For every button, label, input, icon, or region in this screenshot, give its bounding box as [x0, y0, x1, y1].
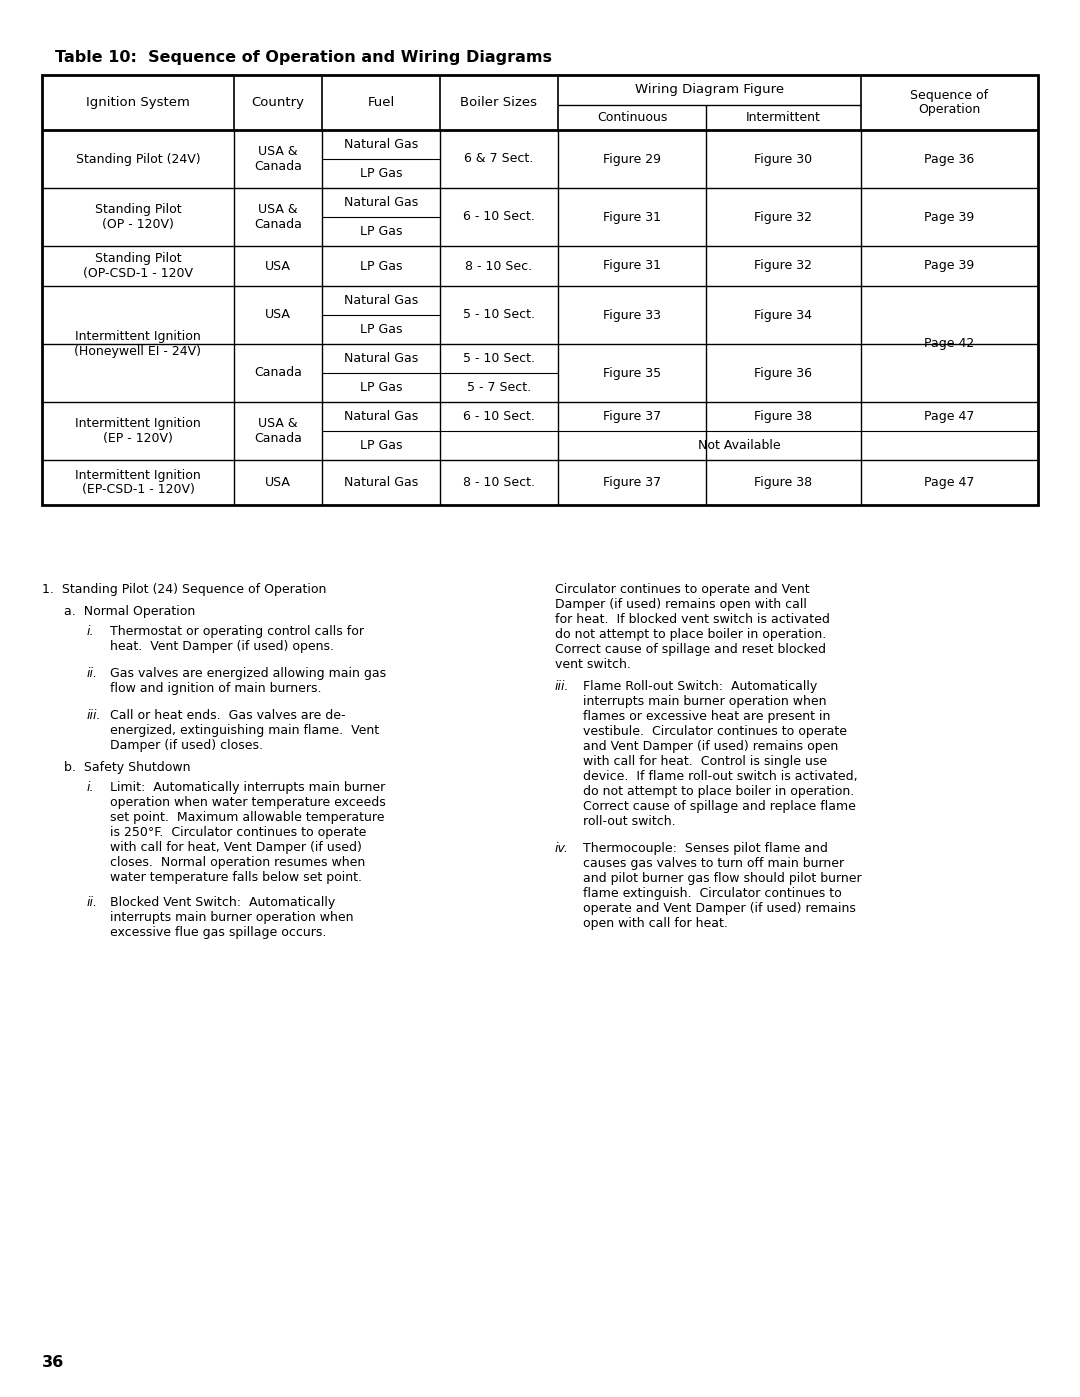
Text: USA: USA — [265, 476, 291, 489]
Text: iii.: iii. — [555, 680, 569, 693]
Text: 5 - 7 Sect.: 5 - 7 Sect. — [467, 381, 531, 394]
Text: b.  Safety Shutdown: b. Safety Shutdown — [64, 761, 190, 774]
Text: Figure 29: Figure 29 — [603, 152, 661, 165]
Text: Page 47: Page 47 — [924, 409, 974, 423]
Text: Intermittent: Intermittent — [746, 110, 821, 124]
Text: Figure 37: Figure 37 — [603, 476, 661, 489]
Text: Figure 37: Figure 37 — [603, 409, 661, 423]
Text: Standing Pilot
(OP-CSD-1 - 120V: Standing Pilot (OP-CSD-1 - 120V — [83, 251, 193, 279]
Text: 36: 36 — [42, 1355, 64, 1370]
Text: 6 - 10 Sect.: 6 - 10 Sect. — [463, 409, 535, 423]
Text: Blocked Vent Switch:  Automatically
interrupts main burner operation when
excess: Blocked Vent Switch: Automatically inter… — [110, 895, 353, 939]
Text: Figure 33: Figure 33 — [603, 309, 661, 321]
Text: 8 - 10 Sec.: 8 - 10 Sec. — [465, 260, 532, 272]
Text: Natural Gas: Natural Gas — [343, 293, 418, 307]
Text: Thermocouple:  Senses pilot flame and
causes gas valves to turn off main burner
: Thermocouple: Senses pilot flame and cau… — [583, 842, 862, 930]
Text: iv.: iv. — [555, 842, 569, 855]
Text: LP Gas: LP Gas — [360, 168, 402, 180]
Text: LP Gas: LP Gas — [360, 439, 402, 453]
Text: Wiring Diagram Figure: Wiring Diagram Figure — [635, 84, 784, 96]
Text: Figure 38: Figure 38 — [755, 409, 812, 423]
Text: ii.: ii. — [87, 666, 98, 680]
Text: Figure 30: Figure 30 — [755, 152, 812, 165]
Text: i.: i. — [87, 624, 95, 638]
Text: Page 42: Page 42 — [924, 338, 974, 351]
Text: Natural Gas: Natural Gas — [343, 352, 418, 365]
Text: Figure 31: Figure 31 — [603, 211, 661, 224]
Text: Standing Pilot
(OP - 120V): Standing Pilot (OP - 120V) — [95, 203, 181, 231]
Text: Flame Roll-out Switch:  Automatically
interrupts main burner operation when
flam: Flame Roll-out Switch: Automatically int… — [583, 680, 858, 828]
Text: Sequence of
Operation: Sequence of Operation — [910, 88, 988, 116]
Text: Page 39: Page 39 — [924, 260, 974, 272]
Text: iii.: iii. — [87, 710, 102, 722]
Text: USA: USA — [265, 260, 291, 272]
Text: Table 10:  Sequence of Operation and Wiring Diagrams: Table 10: Sequence of Operation and Wiri… — [55, 50, 552, 66]
Text: Page 47: Page 47 — [924, 476, 974, 489]
Text: Continuous: Continuous — [597, 110, 667, 124]
Text: Boiler Sizes: Boiler Sizes — [460, 96, 538, 109]
Text: Canada: Canada — [254, 366, 302, 380]
Text: 6 & 7 Sect.: 6 & 7 Sect. — [464, 152, 534, 165]
Text: LP Gas: LP Gas — [360, 381, 402, 394]
Text: Page 36: Page 36 — [924, 152, 974, 165]
Text: Standing Pilot (24V): Standing Pilot (24V) — [76, 152, 200, 165]
Text: Fuel: Fuel — [367, 96, 394, 109]
Text: Gas valves are energized allowing main gas
flow and ignition of main burners.: Gas valves are energized allowing main g… — [110, 666, 387, 694]
Text: 8 - 10 Sect.: 8 - 10 Sect. — [463, 476, 535, 489]
Text: Figure 38: Figure 38 — [755, 476, 812, 489]
Text: Figure 34: Figure 34 — [755, 309, 812, 321]
Text: 5 - 10 Sect.: 5 - 10 Sect. — [463, 352, 535, 365]
Text: Figure 31: Figure 31 — [603, 260, 661, 272]
Text: Thermostat or operating control calls for
heat.  Vent Damper (if used) opens.: Thermostat or operating control calls fo… — [110, 624, 364, 652]
Text: USA: USA — [265, 309, 291, 321]
Text: Page 39: Page 39 — [924, 211, 974, 224]
Text: Figure 32: Figure 32 — [755, 211, 812, 224]
Text: Figure 35: Figure 35 — [603, 366, 661, 380]
Bar — [42, 75, 1038, 504]
Text: 6 - 10 Sect.: 6 - 10 Sect. — [463, 211, 535, 224]
Text: Figure 36: Figure 36 — [755, 366, 812, 380]
Text: Natural Gas: Natural Gas — [343, 409, 418, 423]
Text: Not Available: Not Available — [698, 439, 781, 453]
Text: Intermittent Ignition
(EP-CSD-1 - 120V): Intermittent Ignition (EP-CSD-1 - 120V) — [76, 468, 201, 496]
Text: i.: i. — [87, 781, 95, 793]
Text: Intermittent Ignition
(EP - 120V): Intermittent Ignition (EP - 120V) — [76, 416, 201, 446]
Text: USA &
Canada: USA & Canada — [254, 145, 302, 173]
Text: Natural Gas: Natural Gas — [343, 138, 418, 151]
Text: Natural Gas: Natural Gas — [343, 196, 418, 210]
Text: Ignition System: Ignition System — [86, 96, 190, 109]
Text: LP Gas: LP Gas — [360, 260, 402, 272]
Text: Figure 32: Figure 32 — [755, 260, 812, 272]
Text: a.  Normal Operation: a. Normal Operation — [64, 605, 195, 617]
Text: USA &
Canada: USA & Canada — [254, 203, 302, 231]
Text: USA &
Canada: USA & Canada — [254, 416, 302, 446]
Text: 5 - 10 Sect.: 5 - 10 Sect. — [463, 309, 535, 321]
Text: LP Gas: LP Gas — [360, 225, 402, 237]
Text: Natural Gas: Natural Gas — [343, 476, 418, 489]
Text: 1.  Standing Pilot (24) Sequence of Operation: 1. Standing Pilot (24) Sequence of Opera… — [42, 583, 326, 597]
Text: Limit:  Automatically interrupts main burner
operation when water temperature ex: Limit: Automatically interrupts main bur… — [110, 781, 386, 884]
Text: ii.: ii. — [87, 895, 98, 909]
Text: Circulator continues to operate and Vent
Damper (if used) remains open with call: Circulator continues to operate and Vent… — [555, 583, 829, 671]
Text: LP Gas: LP Gas — [360, 323, 402, 337]
Text: Intermittent Ignition
(Honeywell EI - 24V): Intermittent Ignition (Honeywell EI - 24… — [75, 330, 202, 358]
Text: Call or heat ends.  Gas valves are de-
energized, extinguishing main flame.  Ven: Call or heat ends. Gas valves are de- en… — [110, 710, 379, 752]
Text: Country: Country — [252, 96, 305, 109]
